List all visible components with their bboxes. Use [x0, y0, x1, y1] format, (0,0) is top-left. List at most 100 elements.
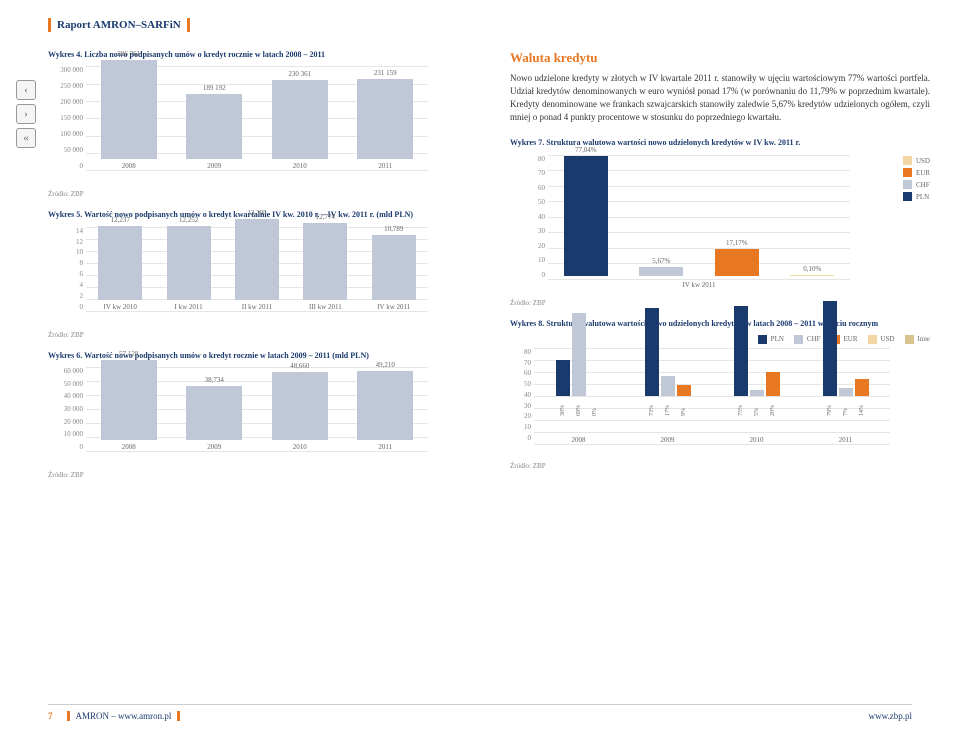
bar-year-group: 75%5%20%2010: [734, 306, 780, 444]
bar-x-label: 2011: [378, 443, 392, 451]
legend-item: EUR: [903, 168, 930, 177]
y-tick: 10: [538, 256, 548, 264]
legend-item: USD: [868, 335, 895, 344]
y-tick: 80: [524, 348, 534, 356]
bar-group: 49,210 2011: [357, 361, 413, 451]
legend-swatch: [903, 168, 912, 177]
bar-x-label: I kw 2011: [175, 303, 203, 311]
bar: [186, 94, 242, 160]
header-accent: [187, 18, 190, 32]
bar-percent-label: 30%: [560, 398, 566, 416]
y-tick: 80: [538, 155, 548, 163]
chart8-block: Wykres 8. Struktura walutowa wartości no…: [510, 319, 930, 470]
legend-label: USD: [916, 157, 930, 165]
bar-segment: [750, 390, 764, 396]
chart8-source: Źródło: ZBP: [510, 462, 930, 470]
nav-back-button[interactable]: «: [16, 128, 36, 148]
y-tick: 100 000: [60, 130, 86, 138]
bar-percent-label: 20%: [770, 398, 776, 416]
bar-x-label: 2009: [661, 436, 675, 444]
chart6: 60 00050 00040 00030 00020 00010 000057,…: [48, 367, 428, 467]
bar-value-label: 49,210: [376, 361, 395, 369]
bar-group: 286 761 2008: [101, 50, 157, 170]
legend-swatch: [903, 180, 912, 189]
bar: [101, 60, 157, 159]
y-tick: 20: [524, 412, 534, 420]
bar-x-label: 2009: [207, 162, 221, 170]
bar-segment: [823, 301, 837, 396]
bar-x-label: 2008: [122, 162, 136, 170]
bar-group: 5,67%: [639, 257, 683, 279]
y-tick: 20 000: [64, 418, 86, 426]
bar-percent-label: 7%: [843, 398, 849, 416]
page-nav: ‹ › «: [16, 80, 36, 152]
bar: [272, 80, 328, 160]
bar-segment: [677, 385, 691, 396]
bar: [235, 219, 279, 299]
bar: [167, 226, 211, 300]
bar-x-label: 2009: [207, 443, 221, 451]
page-footer: 7 AMRON – www.amron.pl www.zbp.pl: [0, 707, 960, 725]
nav-prev-button[interactable]: ‹: [16, 80, 36, 100]
bar-value-label: 0,10%: [803, 265, 821, 273]
legend-label: USD: [881, 335, 895, 343]
bar-percent-label: 69%: [576, 398, 582, 416]
bar-percent-label: 9%: [681, 398, 687, 416]
footer-right-text: www.zbp.pl: [869, 711, 912, 721]
legend-label: PLN: [916, 193, 929, 201]
bar-value-label: 231 159: [374, 69, 397, 77]
y-tick: 150 000: [60, 114, 86, 122]
y-tick: 250 000: [60, 82, 86, 90]
y-tick: 50: [538, 198, 548, 206]
bar-x-label: IV kw 2010: [104, 303, 137, 311]
y-tick: 50 000: [64, 146, 86, 154]
bar-group: 38,7342009: [186, 376, 242, 451]
bar: [564, 156, 608, 275]
bar-segment: [661, 376, 675, 396]
y-tick: 30 000: [64, 405, 86, 413]
header-accent: [48, 18, 51, 32]
chart4-source: Źródło: ZBP: [48, 190, 488, 198]
bar-percent-label: 17%: [665, 398, 671, 416]
chart7-legend: USDEURCHFPLN: [903, 156, 930, 201]
bar-year-group: 30%69%0%2008: [556, 313, 602, 444]
footer-accent: [177, 711, 180, 721]
bar-group: 17,17%: [715, 239, 759, 279]
footer-divider: [48, 704, 912, 705]
bar-group: 57,128 2008: [101, 350, 157, 451]
bar: [272, 372, 328, 440]
y-tick: 14: [76, 227, 86, 235]
bar-percent-label: 75%: [738, 398, 744, 416]
bar-x-label: III kw 2011: [309, 303, 342, 311]
bar-x-label: 2011: [378, 162, 392, 170]
legend-item: CHF: [794, 335, 821, 344]
bar-percent-label: 73%: [649, 398, 655, 416]
section-title: Waluta kredytu: [510, 50, 930, 66]
bar-percent-label: 79%: [827, 398, 833, 416]
legend-label: CHF: [807, 335, 821, 343]
legend-swatch: [903, 156, 912, 165]
legend-item: Inne: [905, 335, 930, 344]
bar-year-group: 79%7%14%2011: [823, 301, 869, 444]
page-number: 7: [48, 711, 53, 721]
bar-x-label: 2008: [122, 443, 136, 451]
footer-accent: [67, 711, 70, 721]
chart7-block: Wykres 7. Struktura walutowa wartości no…: [510, 138, 930, 306]
bar-value-label: 12,774: [316, 213, 335, 221]
y-tick: 30: [524, 402, 534, 410]
bar-year-group: 73% 17% 9% 2009: [645, 308, 691, 444]
nav-next-button[interactable]: ›: [16, 104, 36, 124]
bar-group: 12,252I kw 2011: [167, 216, 211, 311]
bar-group: 12,237IV kw 2010: [98, 216, 142, 310]
legend-swatch: [794, 335, 803, 344]
bar-segment: [734, 306, 748, 396]
bar-group: 230 3612010: [272, 70, 328, 171]
bar-value-label: 286 761: [117, 50, 140, 58]
y-tick: 10: [76, 248, 86, 256]
bar-value-label: 57,128: [119, 350, 138, 358]
report-header: Raport AMRON–SARFiN: [48, 18, 196, 32]
chart4: 300 000250 000200 000150 000100 00050 00…: [48, 66, 428, 186]
chart7: 8070605040302010077,04%5,67%17,17%0,10%I…: [510, 155, 850, 295]
bar: [101, 360, 157, 440]
bar: [303, 223, 347, 300]
